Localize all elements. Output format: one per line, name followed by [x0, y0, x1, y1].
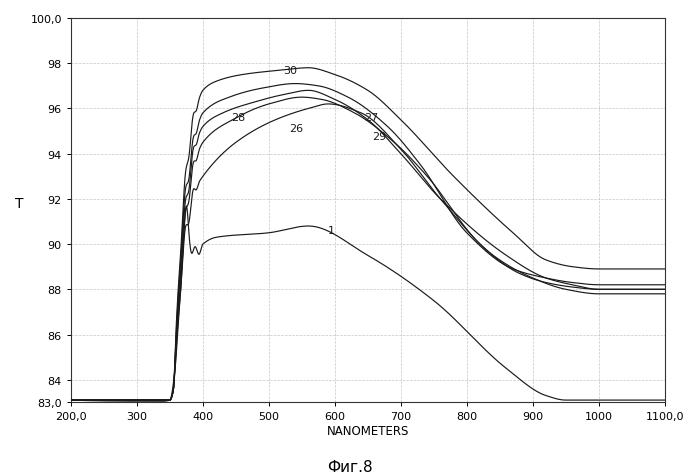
Text: Фиг.8: Фиг.8: [326, 459, 373, 474]
Text: 27: 27: [364, 112, 379, 122]
Y-axis label: T: T: [15, 197, 24, 211]
Text: 28: 28: [231, 112, 245, 122]
Text: 30: 30: [282, 66, 296, 76]
Text: 1: 1: [329, 225, 336, 235]
Text: 26: 26: [289, 124, 303, 134]
Text: 29: 29: [373, 132, 387, 142]
X-axis label: NANOMETERS: NANOMETERS: [326, 424, 409, 437]
